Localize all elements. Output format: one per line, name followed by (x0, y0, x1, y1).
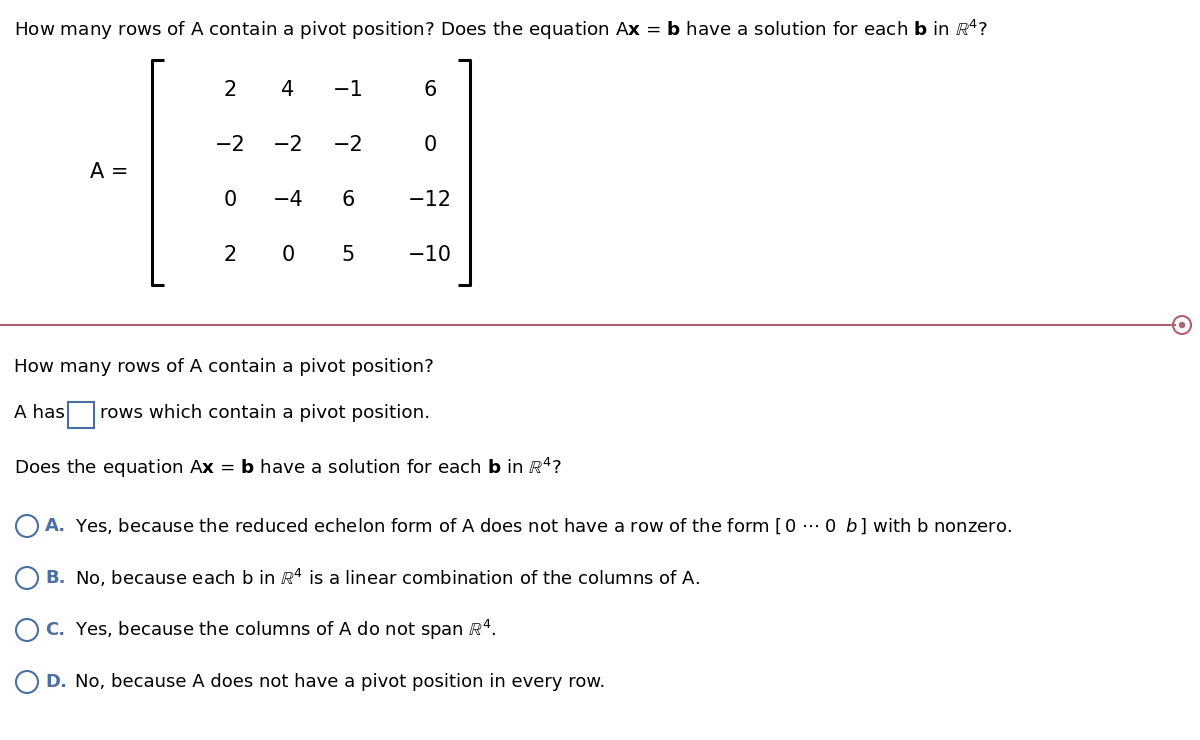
Text: −4: −4 (272, 190, 304, 210)
Text: 0: 0 (281, 245, 295, 265)
Text: −2: −2 (215, 135, 245, 155)
Text: Yes, because the reduced echelon form of A does not have a row of the form $\lef: Yes, because the reduced echelon form of… (74, 517, 1012, 536)
Text: 0: 0 (223, 190, 236, 210)
Text: A.: A. (46, 517, 66, 535)
Text: 2: 2 (223, 80, 236, 100)
Text: −2: −2 (272, 135, 304, 155)
Text: How many rows of A contain a pivot position? Does the equation A$\mathbf{x}$ = $: How many rows of A contain a pivot posit… (14, 18, 988, 42)
Text: −12: −12 (408, 190, 452, 210)
Text: 0: 0 (424, 135, 437, 155)
Text: A =: A = (90, 163, 128, 183)
Text: −10: −10 (408, 245, 452, 265)
Text: 4: 4 (281, 80, 295, 100)
Text: 2: 2 (223, 245, 236, 265)
Text: 6: 6 (424, 80, 437, 100)
Text: No, because A does not have a pivot position in every row.: No, because A does not have a pivot posi… (74, 673, 605, 691)
Text: A has: A has (14, 404, 65, 422)
Circle shape (1180, 323, 1184, 328)
Text: C.: C. (46, 621, 65, 639)
Text: rows which contain a pivot position.: rows which contain a pivot position. (100, 404, 430, 422)
Text: 6: 6 (341, 190, 355, 210)
FancyBboxPatch shape (68, 402, 94, 428)
Text: D.: D. (46, 673, 67, 691)
Text: No, because each b in $\mathbb{R}^4$ is a linear combination of the columns of A: No, because each b in $\mathbb{R}^4$ is … (74, 567, 700, 589)
Text: Does the equation A$\mathbf{x}$ = $\mathbf{b}$ have a solution for each $\mathbf: Does the equation A$\mathbf{x}$ = $\math… (14, 456, 562, 480)
Text: B.: B. (46, 569, 66, 587)
Text: How many rows of A contain a pivot position?: How many rows of A contain a pivot posit… (14, 358, 434, 376)
Text: −1: −1 (332, 80, 364, 100)
Text: Yes, because the columns of A do not span $\mathbb{R}^4$.: Yes, because the columns of A do not spa… (74, 618, 497, 642)
Text: 5: 5 (341, 245, 355, 265)
Text: −2: −2 (332, 135, 364, 155)
